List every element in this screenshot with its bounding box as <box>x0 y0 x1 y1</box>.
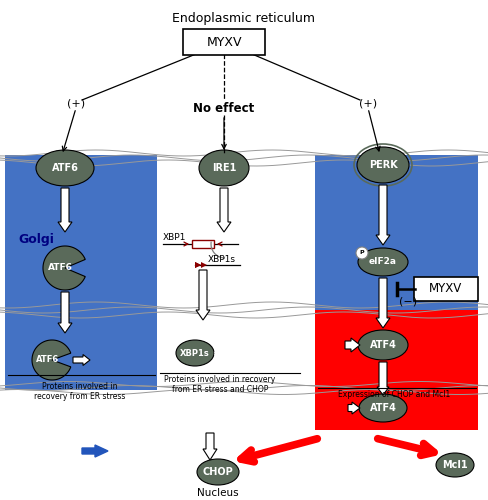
Polygon shape <box>195 262 201 268</box>
Polygon shape <box>32 340 71 380</box>
Text: XBP1: XBP1 <box>163 234 186 242</box>
Text: Nucleus: Nucleus <box>197 488 239 498</box>
Polygon shape <box>376 185 390 245</box>
Ellipse shape <box>176 340 214 366</box>
Polygon shape <box>73 354 90 366</box>
Text: Proteins involved in
recovery from ER stress: Proteins involved in recovery from ER st… <box>34 382 126 402</box>
Polygon shape <box>58 292 72 333</box>
Ellipse shape <box>199 150 249 186</box>
Text: Golgi: Golgi <box>18 234 54 246</box>
Text: ATF4: ATF4 <box>369 340 396 350</box>
Text: (+): (+) <box>67 98 85 108</box>
Text: ATF4: ATF4 <box>369 403 396 413</box>
Text: Endoplasmic reticulum: Endoplasmic reticulum <box>172 12 316 25</box>
Text: ATF6: ATF6 <box>48 264 73 272</box>
Bar <box>5 155 157 390</box>
Text: No effect: No effect <box>193 102 255 114</box>
Polygon shape <box>348 402 360 414</box>
Ellipse shape <box>359 394 407 422</box>
Text: P: P <box>360 250 365 256</box>
Text: eIF2a: eIF2a <box>369 258 397 266</box>
Text: ATF6: ATF6 <box>37 356 60 364</box>
Text: Proteins involved in recovery
from ER stress and CHOP: Proteins involved in recovery from ER st… <box>164 375 276 394</box>
Polygon shape <box>217 188 231 232</box>
Text: PERK: PERK <box>368 160 397 170</box>
Text: (−): (−) <box>399 297 417 307</box>
Text: IRE1: IRE1 <box>212 163 236 173</box>
Circle shape <box>356 247 368 259</box>
Text: XBP1s: XBP1s <box>180 348 210 358</box>
Polygon shape <box>201 262 207 268</box>
Bar <box>315 155 478 310</box>
Bar <box>315 310 478 430</box>
Polygon shape <box>43 246 85 290</box>
Text: MYXV: MYXV <box>206 36 242 49</box>
Text: (+): (+) <box>359 98 377 108</box>
Ellipse shape <box>197 459 239 485</box>
FancyBboxPatch shape <box>414 277 478 301</box>
Text: XBP1s: XBP1s <box>208 254 236 264</box>
Polygon shape <box>58 188 72 232</box>
Polygon shape <box>376 278 390 328</box>
Polygon shape <box>195 262 201 268</box>
Polygon shape <box>377 362 389 395</box>
Bar <box>192 240 214 248</box>
Text: MYXV: MYXV <box>429 282 463 296</box>
Ellipse shape <box>36 150 94 186</box>
Ellipse shape <box>436 453 474 477</box>
Text: ATF6: ATF6 <box>52 163 79 173</box>
Ellipse shape <box>358 330 408 360</box>
Polygon shape <box>82 445 108 457</box>
Text: Expression of CHOP and Mcl1: Expression of CHOP and Mcl1 <box>338 390 450 399</box>
Ellipse shape <box>358 248 408 276</box>
Text: CHOP: CHOP <box>203 467 233 477</box>
FancyBboxPatch shape <box>183 29 265 55</box>
Text: Mcl1: Mcl1 <box>442 460 468 470</box>
Polygon shape <box>196 270 210 320</box>
Polygon shape <box>203 433 217 460</box>
Ellipse shape <box>357 147 409 183</box>
Polygon shape <box>345 338 360 352</box>
